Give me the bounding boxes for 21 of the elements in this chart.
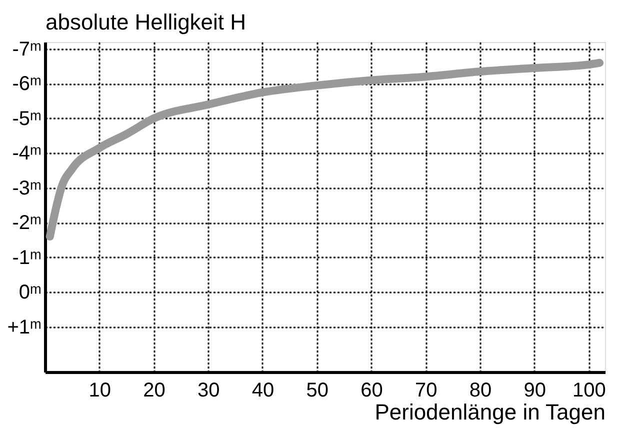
y-tick-label: -2ᵐ	[12, 212, 42, 234]
y-tick-label: -7ᵐ	[12, 38, 42, 60]
x-tick-label: 100	[572, 380, 606, 402]
y-axis-title: absolute Helligkeit H	[46, 10, 246, 34]
x-axis-title: Periodenlänge in Tagen	[374, 400, 606, 424]
x-tick-label: 40	[252, 380, 274, 402]
y-tick-label: -1ᵐ	[12, 246, 42, 269]
x-tick-label: 10	[88, 380, 111, 402]
x-tick-label: 20	[143, 380, 166, 402]
x-tick-label: 50	[306, 380, 328, 402]
y-tick-label: -5ᵐ	[12, 108, 42, 130]
x-tick-label: 80	[469, 380, 492, 402]
x-tick-label: 60	[360, 380, 383, 402]
y-tick-label: 0ᵐ	[18, 282, 42, 304]
y-tick-label: -6ᵐ	[12, 73, 42, 96]
y-tick-label: -3ᵐ	[12, 177, 42, 200]
x-tick-label: 70	[414, 380, 438, 402]
x-tick-label: 90	[524, 380, 546, 402]
x-tick-label: 30	[197, 380, 220, 402]
y-tick-label: -4ᵐ	[12, 142, 42, 165]
y-tick-label: +1ᵐ	[7, 316, 42, 338]
